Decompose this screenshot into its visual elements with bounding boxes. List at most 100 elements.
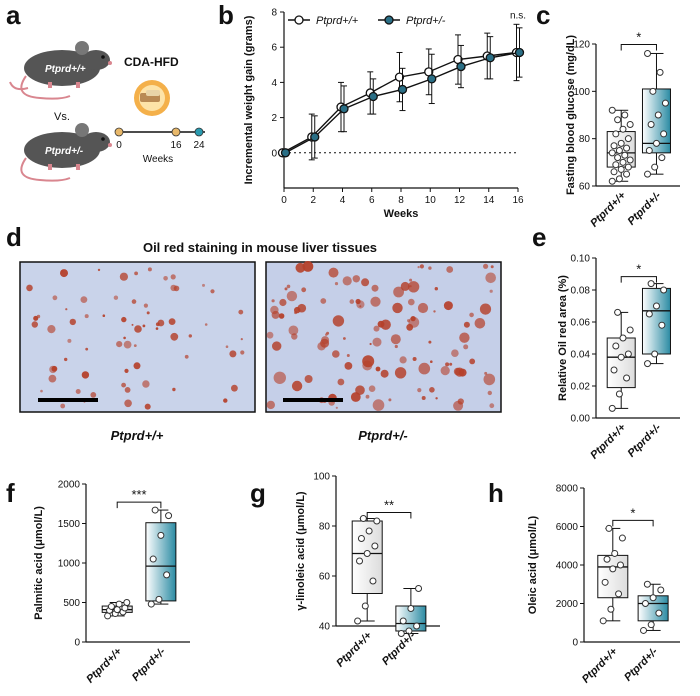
data-point xyxy=(615,390,623,398)
lipid-droplet xyxy=(134,271,139,276)
data-point xyxy=(610,366,618,374)
y-tick-label: 100 xyxy=(573,87,590,98)
data-point xyxy=(641,600,649,607)
data-point xyxy=(615,175,623,183)
lipid-droplet xyxy=(388,398,392,402)
data-point xyxy=(405,627,413,635)
legend-marker xyxy=(294,15,304,25)
significance-bracket xyxy=(116,501,162,509)
lipid-droplet xyxy=(60,269,68,278)
lipid-droplet xyxy=(297,303,307,313)
lipid-droplet xyxy=(116,341,123,348)
y-axis-title: γ-linoleic acid (μmol/L) xyxy=(295,491,307,611)
y-tick-label: 1000 xyxy=(58,559,81,570)
panel-label-h: h xyxy=(488,478,504,508)
lipid-droplet xyxy=(40,389,43,393)
lipid-droplet xyxy=(440,366,450,376)
lipid-droplet xyxy=(142,324,146,328)
y-tick-label: 2000 xyxy=(58,480,81,491)
lipid-droplet xyxy=(409,278,413,282)
category-label: Ptprd+/+ xyxy=(84,645,124,685)
data-point xyxy=(619,158,627,166)
y-tick-label: 60 xyxy=(579,182,591,193)
lipid-droplet xyxy=(131,299,137,304)
lipid-droplet xyxy=(272,341,282,351)
lipid-droplet xyxy=(445,362,450,367)
data-point xyxy=(645,147,653,154)
lipid-droplet xyxy=(400,281,410,291)
data-point xyxy=(123,599,131,606)
data-point xyxy=(365,527,373,535)
data-point xyxy=(649,87,657,95)
mouse-wt-icon xyxy=(9,41,112,100)
x-axis-title: Weeks xyxy=(384,208,419,220)
lipid-droplet xyxy=(377,320,385,328)
data-point xyxy=(310,132,320,142)
lipid-droplet xyxy=(429,387,435,393)
data-point xyxy=(660,130,668,138)
data-point xyxy=(605,524,613,532)
data-point xyxy=(616,561,624,569)
data-point xyxy=(611,549,619,557)
lipid-droplet xyxy=(334,282,339,286)
box xyxy=(597,554,629,599)
lipid-droplet xyxy=(288,325,299,336)
lipid-droplet xyxy=(119,272,128,281)
data-point xyxy=(654,111,662,119)
weight-gain-line-chart: 0 2 4 6 8 0 2 4 6 8 10 12 14 16 Weeks Incremental weigh… xyxy=(243,8,526,221)
lipid-droplet xyxy=(271,299,275,303)
histology-label-wt: Ptprd+/+ xyxy=(111,428,164,443)
lipid-droplet xyxy=(84,314,89,319)
lipid-droplet xyxy=(352,275,360,283)
x-tick-label: 6 xyxy=(369,195,375,206)
data-point xyxy=(147,600,155,608)
lipid-droplet xyxy=(485,272,497,284)
significance-bracket xyxy=(620,43,657,51)
lipid-droplet xyxy=(342,276,352,286)
lipid-droplet xyxy=(370,296,381,307)
lipid-droplet xyxy=(90,392,97,398)
timeline-label: Weeks xyxy=(143,154,173,165)
mouse-wt-label: Ptprd+/+ xyxy=(45,64,86,75)
y-tick-label: 500 xyxy=(63,598,80,609)
mouse-het-icon xyxy=(20,123,112,182)
data-point xyxy=(607,605,615,613)
data-point xyxy=(608,149,616,157)
lipid-droplet xyxy=(61,270,64,273)
y-tick-label: 100 xyxy=(313,472,330,483)
lipid-droplet xyxy=(97,268,101,272)
x-tick-label: 12 xyxy=(454,195,466,206)
histology-label-het: Ptprd+/- xyxy=(358,428,407,443)
legend-label: Ptprd+/- xyxy=(406,15,446,27)
lipid-droplet xyxy=(67,338,72,343)
data-point xyxy=(617,353,625,361)
x-tick-label: 14 xyxy=(483,195,495,206)
data-point xyxy=(617,165,625,173)
y-tick-label: 6 xyxy=(271,43,277,54)
lipid-droplet xyxy=(421,396,426,400)
lipid-droplet xyxy=(343,337,346,340)
box xyxy=(606,337,636,389)
data-point xyxy=(645,310,653,318)
lipid-droplet xyxy=(490,265,494,269)
data-point xyxy=(612,130,620,138)
lipid-droplet xyxy=(65,308,68,311)
timeline-tick-16: 16 xyxy=(170,140,182,151)
lipid-droplet xyxy=(286,284,291,289)
lipid-droplet xyxy=(408,316,420,328)
panel-label-f: f xyxy=(6,478,15,508)
lipid-droplet xyxy=(469,358,476,365)
lipid-droplet xyxy=(266,331,274,339)
lipid-droplet xyxy=(320,298,327,304)
data-point xyxy=(618,534,626,542)
lipid-droplet xyxy=(355,385,365,396)
lipid-droplet xyxy=(121,382,126,388)
box xyxy=(351,520,383,594)
lipid-droplet xyxy=(75,389,81,394)
data-point xyxy=(660,286,668,294)
data-point xyxy=(610,168,618,176)
food-icon xyxy=(134,80,170,116)
timeline-tick-24: 24 xyxy=(193,140,205,151)
data-point xyxy=(407,605,415,612)
x-tick-label: 16 xyxy=(512,195,524,206)
